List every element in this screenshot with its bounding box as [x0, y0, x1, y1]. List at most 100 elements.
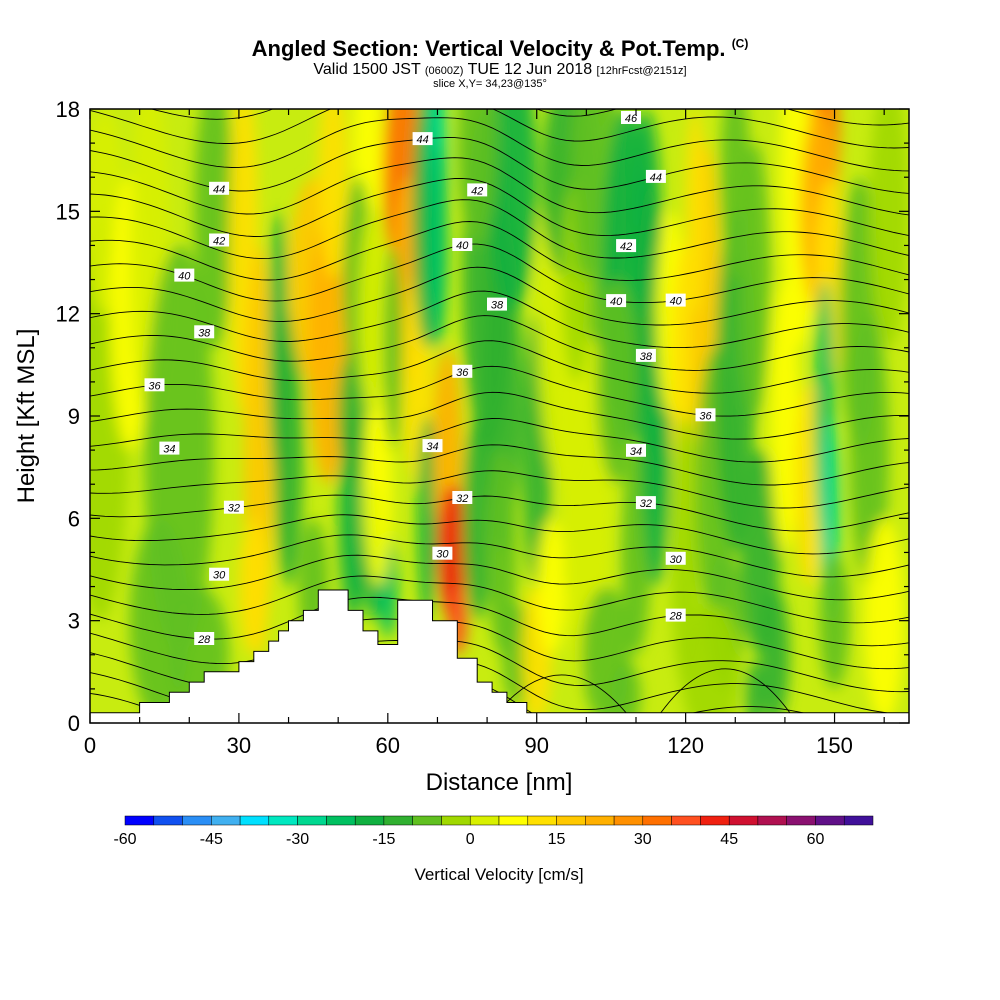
theta-label: 40 [452, 238, 473, 252]
velocity-cell [363, 381, 393, 587]
velocity-cell [427, 143, 448, 348]
x-tick-label: 0 [84, 733, 96, 758]
theta-label: 32 [223, 500, 244, 515]
x-tick-label: 150 [816, 733, 853, 758]
theta-label-text: 32 [228, 503, 240, 515]
theta-contour [660, 668, 791, 714]
colorbar-tick-label: -45 [200, 831, 223, 848]
colorbar-swatch [412, 815, 442, 826]
subtitle-forecast: [12hrFcst@2151z] [596, 65, 687, 77]
velocity-cell [680, 603, 741, 723]
theta-contour [90, 365, 909, 417]
colorbar-tick-label: -15 [372, 831, 395, 848]
colorbar-swatch [642, 815, 672, 826]
colorbar-tick-label: 30 [634, 831, 652, 848]
theta-contour [90, 109, 909, 149]
colorbar-swatch [239, 815, 270, 826]
theta-contour [90, 340, 909, 394]
theta-label-text: 34 [163, 444, 175, 456]
colorbar-swatch [153, 815, 183, 826]
colorbar-swatch [383, 815, 413, 826]
theta-label-text: 42 [471, 185, 483, 197]
theta-label: 42 [209, 233, 230, 248]
colorbar-swatch [843, 815, 874, 826]
theta-label-text: 44 [416, 134, 428, 146]
theta-label-text: 44 [650, 172, 662, 184]
theta-label-text: 38 [491, 300, 504, 312]
theta-label-text: 42 [213, 236, 225, 248]
theta-label: 32 [452, 491, 473, 505]
theta-label-text: 32 [456, 493, 468, 505]
velocity-cell [338, 347, 368, 485]
x-axis-label: Distance [nm] [426, 769, 573, 796]
velocity-cell [273, 313, 304, 587]
theta-label-text: 36 [456, 367, 469, 379]
theta-contour [90, 418, 909, 463]
theta-contour [90, 596, 909, 647]
subtitle-valid: Valid 1500 JST [313, 61, 421, 78]
colorbar-swatch [728, 815, 759, 826]
theta-label-text: 46 [625, 113, 638, 125]
chart-subtitle: Valid 1500 JST (0600Z) TUE 12 Jun 2018 [… [0, 61, 1000, 79]
colorbar-swatch [498, 815, 529, 826]
theta-contour [90, 315, 909, 371]
velocity-cell [849, 313, 890, 587]
velocity-cell [358, 211, 388, 416]
velocity-cell [571, 109, 602, 280]
theta-label: 36 [144, 378, 165, 392]
y-tick-label: 12 [56, 302, 80, 327]
colorbar-swatch [786, 815, 816, 826]
theta-contour [90, 470, 909, 509]
theta-label-text: 44 [213, 184, 225, 196]
theta-label: 38 [635, 348, 656, 363]
theta-label-text: 34 [426, 441, 438, 453]
theta-label: 28 [665, 608, 686, 623]
velocity-cell [487, 450, 517, 655]
velocity-cell [417, 416, 438, 621]
theta-label-text: 40 [610, 296, 623, 308]
x-tick-label: 90 [524, 733, 548, 758]
subtitle-utc: (0600Z) [424, 65, 464, 77]
velocity-cell [536, 518, 567, 655]
theta-contour [90, 199, 909, 260]
velocity-cell [864, 518, 905, 723]
theta-label: 34 [626, 443, 646, 458]
y-axis-label: Height [Kft MSL] [13, 329, 40, 504]
velocity-cell [596, 279, 636, 485]
velocity-cell [740, 143, 770, 416]
x-tick-label: 60 [376, 733, 400, 758]
colorbar-swatch [556, 815, 586, 826]
theta-contour [90, 177, 909, 237]
theta-contour [90, 290, 909, 349]
slice-text: slice X,Y= 34,23@135° [433, 78, 547, 90]
velocity-cell [318, 109, 349, 280]
theta-label: 40 [606, 294, 627, 308]
theta-contour [90, 534, 909, 578]
y-tick-label: 15 [56, 199, 80, 224]
colorbar-swatch [613, 815, 644, 826]
theta-label: 44 [209, 181, 230, 196]
colorbar: -60 -45 -30 -15 0 15 30 45 60 [113, 815, 874, 848]
colorbar-swatch [815, 815, 845, 826]
colorbar-tick-label: -30 [286, 831, 309, 848]
theta-contour [90, 243, 909, 304]
velocity-cell [238, 518, 269, 655]
theta-contour [90, 221, 909, 281]
theta-label-text: 42 [620, 241, 632, 253]
theta-label-text: 28 [197, 634, 211, 646]
terrain-mask [89, 589, 910, 724]
velocity-cell [745, 661, 765, 723]
theta-label-text: 30 [670, 554, 683, 566]
theta-label-text: 36 [699, 410, 712, 422]
theta-label: 38 [194, 325, 215, 339]
theta-label-text: 36 [148, 380, 161, 392]
colorbar-tick-label: 60 [807, 831, 825, 848]
theta-label: 30 [432, 546, 453, 561]
y-tick-label: 0 [68, 711, 80, 736]
colorbar-tick-label: 0 [466, 831, 475, 848]
theta-contour [90, 444, 909, 486]
theta-label-text: 32 [640, 498, 652, 510]
velocity-cell [685, 109, 706, 314]
colorbar-swatch [585, 815, 615, 826]
